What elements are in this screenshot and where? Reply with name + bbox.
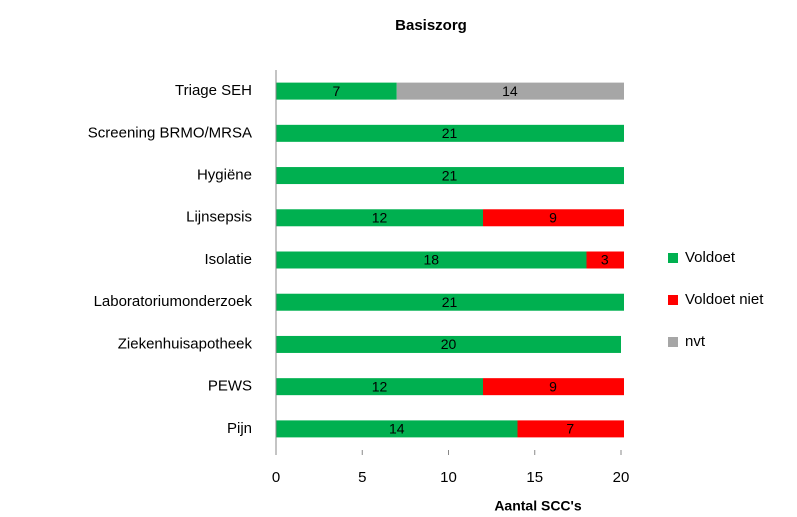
- bar-segment: [586, 251, 624, 269]
- legend-swatch: [668, 295, 678, 305]
- legend-label: Voldoet: [685, 249, 736, 266]
- y-tick-label: Screening BRMO/MRSA: [88, 124, 252, 141]
- bar-segment: [517, 420, 624, 438]
- y-tick-label: Ziekenhuisapotheek: [118, 335, 253, 352]
- legend-label: nvt: [685, 333, 706, 350]
- data-label: 9: [549, 209, 557, 225]
- bar-segment: [276, 420, 518, 438]
- legend-label: Voldoet niet: [685, 291, 764, 308]
- data-label: 14: [502, 83, 518, 99]
- plot-area: [276, 82, 624, 438]
- data-label: 9: [549, 378, 557, 394]
- x-tick-label: 15: [526, 469, 543, 486]
- bar-segment: [483, 378, 624, 396]
- y-tick-label: PEWS: [208, 378, 252, 395]
- bar-segment: [276, 167, 624, 185]
- data-label: 7: [566, 421, 574, 437]
- bar-segment: [276, 335, 621, 353]
- data-label: 20: [441, 336, 457, 352]
- bar-segment: [276, 82, 397, 100]
- bar-segment: [483, 209, 624, 227]
- x-tick-label: 10: [440, 469, 457, 486]
- legend-swatch: [668, 253, 678, 263]
- x-tick-label: 0: [272, 469, 280, 486]
- bar-segment: [276, 293, 624, 311]
- data-label: 3: [601, 252, 609, 268]
- bar-segment: [396, 82, 624, 100]
- data-label: 18: [423, 252, 439, 268]
- x-tick-label: 5: [358, 469, 366, 486]
- x-tick-label: 20: [613, 469, 630, 486]
- chart-title: Basiszorg: [395, 17, 467, 34]
- bar-segment: [276, 209, 483, 227]
- y-tick-label: Pijn: [227, 420, 252, 437]
- data-label: 7: [332, 83, 340, 99]
- bar-segment: [276, 378, 483, 396]
- y-tick-label: Hygiëne: [197, 167, 252, 184]
- legend-swatch: [668, 337, 678, 347]
- y-tick-label: Laboratoriumonderzoek: [94, 293, 253, 310]
- data-label: 21: [442, 125, 458, 141]
- x-axis-label: Aantal SCC's: [494, 498, 582, 514]
- data-label: 12: [372, 378, 388, 394]
- data-label: 21: [442, 167, 458, 183]
- y-tick-label: Triage SEH: [175, 82, 252, 99]
- data-label: 12: [372, 209, 388, 225]
- bar-segment: [276, 124, 624, 142]
- data-label: 21: [442, 294, 458, 310]
- y-tick-label: Lijnsepsis: [186, 209, 252, 226]
- data-label: 14: [389, 421, 405, 437]
- bar-segment: [276, 251, 587, 269]
- y-tick-label: Isolatie: [204, 251, 252, 268]
